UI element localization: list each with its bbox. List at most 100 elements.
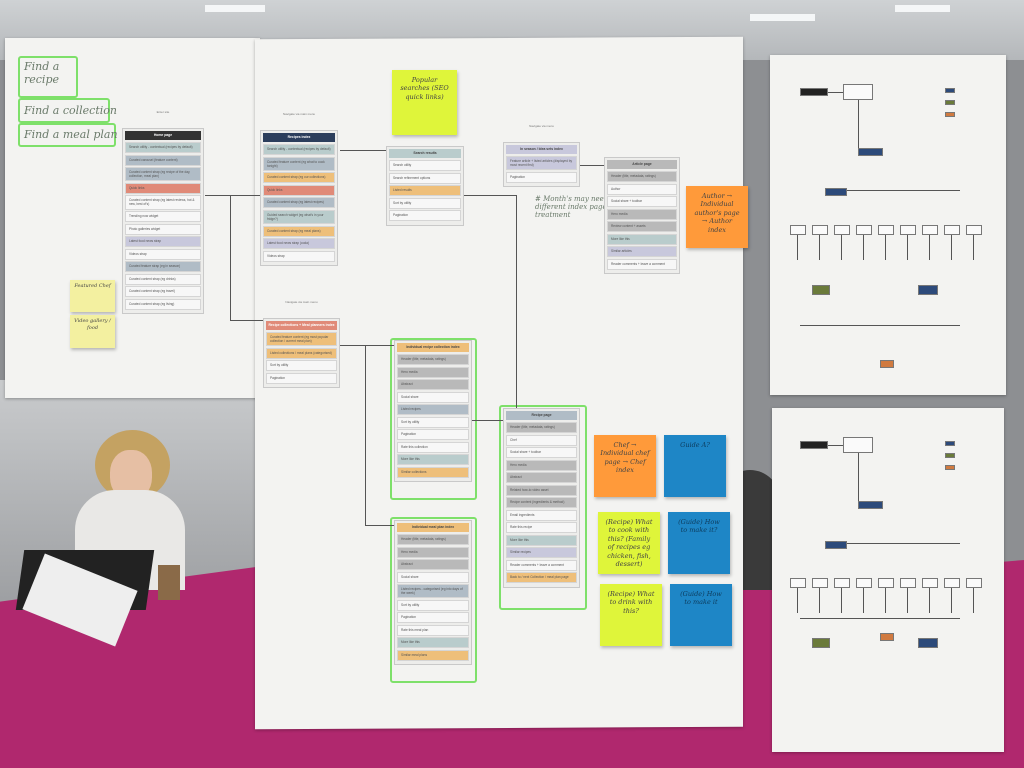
card-caption: Navigate via main menu: [285, 300, 318, 304]
sitemap-card-in-season-index: In season / Idea sets index Feature artic…: [503, 142, 580, 188]
card-item: More like this: [506, 534, 577, 546]
card-item: Quick links: [125, 182, 201, 194]
card-item: Sort by utility: [397, 416, 469, 428]
card-item: Pagination: [389, 210, 461, 221]
sitemap-card-home-page: Home page Search utility - contextual (re…: [122, 128, 204, 315]
card-item: Related how-to video asset: [506, 484, 577, 496]
card-item: Author: [607, 183, 677, 195]
card-item: Abstract: [397, 559, 469, 570]
card-item: Curated content strap (eg drinks): [125, 273, 201, 285]
flowchart-line: [858, 100, 859, 150]
card-item: Listed results: [389, 185, 461, 196]
handwritten-label: Find a collection: [24, 104, 117, 117]
card-item: Search utility - contextual (recipes by …: [263, 144, 335, 155]
highlight-box: [499, 405, 587, 610]
flowchart-line: [841, 588, 842, 613]
card-item: Reader comments + leave a comment: [506, 559, 577, 571]
card-item: Sort by utility: [397, 599, 469, 611]
card-item: Pagination: [397, 429, 469, 440]
flowchart-line: [800, 618, 960, 619]
card-caption: Navigate via main menu: [282, 112, 316, 116]
card-item: Rate this collection: [397, 441, 469, 453]
card-item: Curated content strap (eg latest reviews…: [125, 195, 201, 210]
card-item: Similar meal plans: [397, 649, 469, 661]
card-item: Social share: [397, 391, 469, 403]
card-item: Guided search widget (eg what's in your …: [263, 209, 335, 225]
card-item: Social share + toolbar: [506, 447, 577, 458]
card-item: Review content + assets: [607, 221, 677, 232]
card-item: Similar collections: [397, 466, 469, 478]
flowchart-node: [922, 225, 938, 235]
flowchart-line: [797, 588, 798, 613]
handwritten-label: Find a meal plan: [24, 128, 118, 141]
card-item: Header (title, metadata, ratings): [397, 534, 469, 545]
connector-line: [580, 165, 604, 166]
card-item: Back to / next Collection / meal plan pa…: [506, 572, 577, 583]
connector-line: [365, 345, 366, 525]
flowchart-node: [878, 225, 894, 235]
flowchart-node: [900, 225, 916, 235]
sitemap-card-recipe-page: Recipe page Header (title, metadata, rati…: [503, 408, 580, 588]
flowchart-line: [885, 588, 886, 613]
sticky-note: Video gallery / food: [70, 315, 115, 348]
card-item: Curated feature content (eg most popular…: [266, 332, 337, 347]
card-item: Listed collections / meal plans (categor…: [266, 347, 337, 359]
sticky-note: (Guide) How to make it: [670, 584, 732, 646]
flowchart-line: [840, 543, 960, 544]
connector-line: [516, 195, 517, 408]
card-item: Header (title, metadata, ratings): [607, 171, 677, 182]
card-title: Home page: [125, 131, 201, 140]
ceiling-light: [750, 14, 815, 21]
flowchart-node: [900, 578, 916, 588]
card-item: Similar articles: [607, 246, 677, 257]
card-item: More like this: [397, 637, 469, 649]
card-item: Latest food news strap (coda): [263, 238, 335, 250]
flowchart-node: [812, 225, 828, 235]
sticky-note: Guide A?: [664, 435, 726, 497]
card-item: Listed recipes: [397, 404, 469, 415]
card-title: Recipes index: [263, 133, 335, 142]
legend-swatch: [945, 100, 955, 105]
flowchart-node: [825, 541, 847, 549]
flowchart-node: [878, 578, 894, 588]
flowchart-node: [856, 578, 872, 588]
card-item: Hero media: [397, 546, 469, 558]
flowchart-line: [951, 235, 952, 260]
card-item: Search refinement options: [389, 172, 461, 184]
highlight-box: [18, 98, 110, 123]
card-item: Chef: [506, 434, 577, 446]
sitemap-card-search-results: Search results Search utility Search refin…: [386, 146, 464, 226]
card-item: Abstract: [397, 379, 469, 390]
card-item: Similar recipes: [506, 547, 577, 558]
card-item: Social share: [397, 571, 469, 583]
sticky-note: Author → Individual author's page → Auth…: [686, 186, 748, 248]
card-item: Hero media: [506, 459, 577, 471]
flowchart-node: [843, 437, 873, 453]
flowchart-line: [819, 588, 820, 613]
card-item: Search utility: [389, 160, 461, 171]
flowchart-node: [966, 225, 982, 235]
flowchart-line: [863, 235, 864, 260]
card-item: Hero media: [397, 366, 469, 378]
card-item: Photo galleries widget: [125, 223, 201, 235]
connector-line: [464, 195, 516, 196]
connector-line: [230, 195, 231, 320]
sticky-note: (Recipe) What to cook with this? (Family…: [598, 512, 660, 574]
card-item: More like this: [397, 454, 469, 465]
card-title: Individual meal plan index: [397, 523, 469, 532]
card-item: Curated content strap (eg travel): [125, 286, 201, 298]
card-item: Listed recipes - categorised (eg into da…: [397, 584, 469, 599]
sitemap-card-meal-plan-index: Individual meal plan index Header (title,…: [394, 520, 472, 666]
card-item: Abstract: [506, 472, 577, 483]
flowchart-node: [858, 148, 883, 156]
flowchart-node: [918, 285, 938, 295]
highlight-box: [390, 338, 477, 500]
flowchart-node: [858, 501, 883, 509]
legend-swatch: [945, 465, 955, 470]
flowchart-line: [828, 92, 843, 93]
card-caption: Enter site: [156, 110, 170, 114]
flowchart-node: [944, 225, 960, 235]
flowchart-line: [929, 588, 930, 613]
sticky-note: (Recipe) What to drink with this?: [600, 584, 662, 646]
card-item: More like this: [607, 233, 677, 245]
